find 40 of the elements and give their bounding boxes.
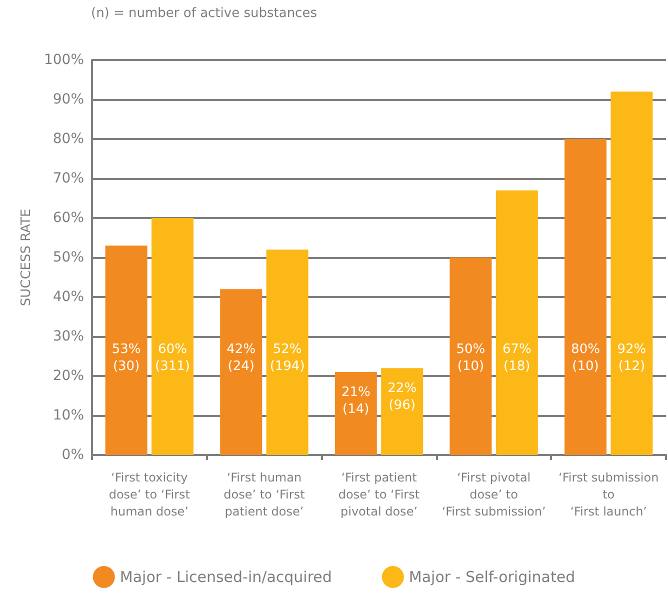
bar bbox=[220, 289, 262, 455]
y-tick-label: 60% bbox=[52, 210, 84, 226]
bar bbox=[564, 139, 606, 455]
x-tick-label: ‘First pivotal dose’ to ‘First submission’ bbox=[442, 470, 546, 518]
bar bbox=[610, 92, 653, 455]
data-label: 53% (30) bbox=[112, 342, 141, 374]
y-tick-label: 90% bbox=[52, 92, 84, 108]
y-tick-label: 70% bbox=[52, 170, 84, 186]
x-tick-label: ‘First toxicity dose’ to ‘First human dose’ bbox=[108, 470, 190, 518]
y-tick-label: 30% bbox=[52, 328, 84, 344]
bar bbox=[152, 218, 194, 455]
bar bbox=[266, 250, 308, 455]
data-label: 21% (14) bbox=[341, 385, 370, 418]
bar bbox=[496, 190, 538, 455]
data-label: 52% (194) bbox=[270, 342, 305, 374]
data-label: 50% (10) bbox=[456, 342, 486, 374]
data-label: 22% (96) bbox=[388, 381, 417, 414]
x-tick-label: ‘First patient dose’ to ‘First pivotal dose’ bbox=[338, 470, 420, 518]
y-tick-label: 10% bbox=[52, 408, 84, 424]
y-tick-label: 40% bbox=[52, 289, 84, 305]
y-axis-title: SUCCESS RATE bbox=[19, 208, 34, 306]
legend-label: Major - Self-originated bbox=[408, 568, 576, 586]
y-tick-label: 50% bbox=[52, 250, 84, 266]
chart-subtitle: (n) = number of active substances bbox=[91, 6, 318, 21]
x-tick-label: ‘First submission to ‘First launch’ bbox=[558, 470, 659, 518]
y-tick-label: 80% bbox=[52, 131, 84, 147]
data-label: 42% (24) bbox=[226, 342, 256, 374]
bar bbox=[381, 368, 424, 455]
bar bbox=[334, 372, 377, 455]
bar bbox=[105, 246, 148, 455]
bar bbox=[450, 258, 492, 455]
data-label: 92% (12) bbox=[617, 342, 646, 374]
y-tick-label: 20% bbox=[52, 368, 84, 384]
legend-label: Major - Licensed-in/acquired bbox=[120, 568, 332, 586]
x-tick-label: ‘First human dose’ to ‘First patient dose’ bbox=[224, 470, 306, 518]
data-label: 67% (18) bbox=[502, 342, 532, 374]
y-tick-label: 100% bbox=[44, 52, 84, 68]
data-label: 60% (311) bbox=[155, 342, 190, 374]
y-tick-label: 0% bbox=[62, 447, 84, 463]
data-label: 80% (10) bbox=[571, 342, 600, 374]
